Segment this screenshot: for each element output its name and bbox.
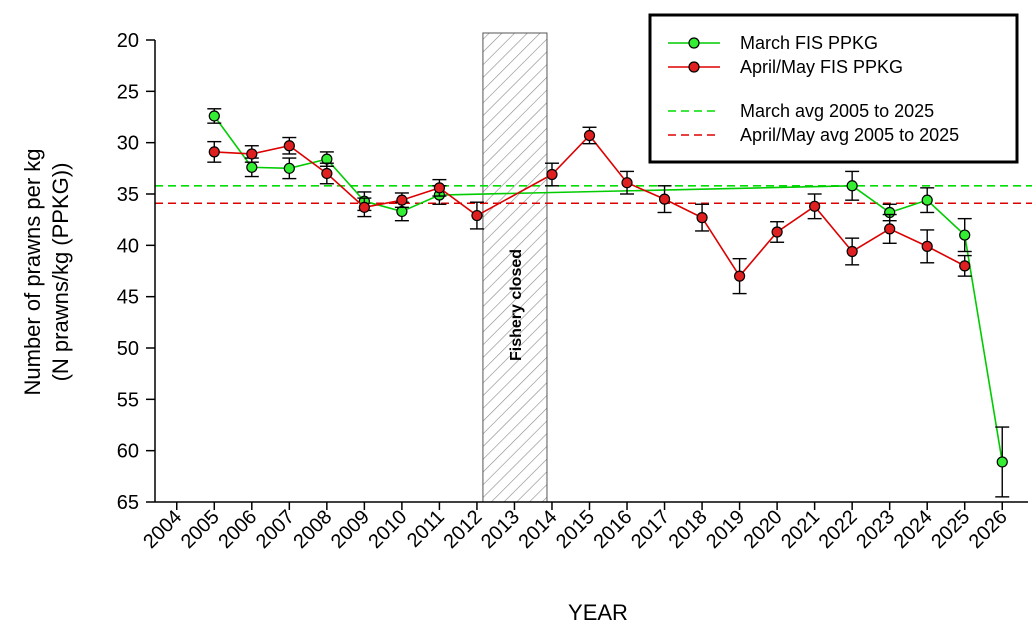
legend-marker-0	[688, 37, 700, 49]
x-tick-label-14: 2018	[665, 506, 712, 553]
x-tick-label-7: 2011	[403, 506, 449, 552]
x-tick-label-13: 2017	[627, 506, 674, 553]
x-tick-label-3: 2007	[252, 506, 299, 553]
x-tick-label-11: 2015	[552, 506, 599, 553]
x-tick-label-22: 2026	[965, 506, 1012, 553]
series-0-point-10	[959, 229, 971, 241]
series-1-point-9	[583, 129, 596, 142]
x-tick-label-2: 2006	[214, 506, 261, 553]
x-axis-title: YEAR	[568, 600, 628, 625]
y-tick-label-3: 35	[117, 184, 139, 206]
legend-box	[648, 13, 1019, 164]
series-1-point-8	[546, 168, 558, 181]
x-tick-label-1: 2005	[177, 506, 224, 553]
legend-label-0: March FIS PPKG	[740, 33, 878, 53]
y-tick-label-2: 30	[117, 133, 139, 155]
series-line-0	[213, 115, 1004, 463]
y-tick-label-7: 55	[117, 389, 139, 411]
series-1-point-1	[246, 148, 258, 160]
x-tick-label-9: 2013	[477, 506, 524, 553]
series-1-point-19	[959, 260, 971, 272]
series-line-1	[214, 134, 966, 278]
y-tick-label-0: 20	[117, 30, 139, 52]
series-1-point-7	[471, 209, 483, 222]
shaded-region-layer: Fishery closed	[482, 32, 548, 503]
series-1-point-18	[921, 240, 933, 252]
y-tick-label-5: 45	[117, 287, 139, 309]
y-axis-title-line2: (N prawns/kg (PPKG))	[48, 163, 73, 382]
series-0-point-2	[283, 162, 295, 174]
series-1-point-6	[433, 182, 446, 194]
series-0-point-11	[996, 456, 1008, 468]
x-tick-label-15: 2019	[702, 506, 749, 553]
y-tick-label-6: 50	[117, 338, 139, 360]
series-1-point-14	[771, 226, 783, 238]
y-tick-label-1: 25	[117, 81, 139, 103]
fishery-closed-region	[482, 32, 548, 503]
reference-lines-layer	[155, 184, 1032, 205]
legend-marker-1	[688, 61, 700, 73]
series-0-point-7	[846, 180, 858, 192]
series-1-point-17	[884, 223, 896, 235]
x-tick-label-16: 2020	[740, 506, 787, 553]
fishery-closed-label: Fishery closed	[508, 249, 525, 361]
y-tick-label-4: 40	[117, 235, 139, 257]
x-tick-label-20: 2024	[890, 506, 937, 553]
series-0-point-9	[921, 194, 933, 206]
legend-label-3: April/May avg 2005 to 2025	[740, 125, 959, 145]
x-tick-label-21: 2025	[927, 506, 974, 553]
legend: March FIS PPKG April/May FIS PPKG March av…	[648, 13, 1019, 164]
x-tick-label-5: 2009	[327, 506, 374, 553]
series-0-point-1	[246, 161, 258, 173]
y-tick-label-9: 65	[117, 492, 139, 514]
x-tick-label-12: 2016	[590, 506, 637, 553]
series-1-point-11	[658, 193, 671, 205]
legend-items: March FIS PPKG April/May FIS PPKG March av…	[668, 33, 959, 145]
series-1-point-13	[733, 270, 746, 282]
series-1-point-4	[358, 201, 370, 213]
series-1-point-0	[208, 146, 220, 158]
x-tick-label-10: 2014	[514, 506, 561, 553]
x-tick-label-6: 2010	[364, 506, 411, 553]
x-tick-label-19: 2023	[852, 506, 899, 553]
x-tick-label-17: 2021	[777, 506, 824, 553]
y-tick-label-8: 60	[117, 441, 139, 463]
series-1-point-3	[321, 167, 333, 180]
x-tick-label-18: 2022	[815, 506, 862, 553]
series-1-point-15	[809, 200, 821, 212]
series-layer	[207, 108, 1010, 498]
series-1-point-10	[621, 177, 633, 189]
x-tick-label-4: 2008	[289, 506, 336, 553]
x-tick-label-0: 2004	[139, 506, 186, 553]
series-1-point-2	[283, 140, 295, 152]
legend-label-2: March avg 2005 to 2025	[740, 101, 934, 121]
x-tick-label-8: 2012	[439, 506, 486, 553]
series-1-point-16	[846, 245, 858, 258]
series-1-point-5	[396, 194, 408, 206]
series-0-point-0	[208, 110, 220, 122]
y-axis-title-line1: Number of prawns per kg	[20, 149, 45, 396]
series-1-point-12	[696, 212, 708, 224]
legend-label-1: April/May FIS PPKG	[740, 57, 903, 77]
